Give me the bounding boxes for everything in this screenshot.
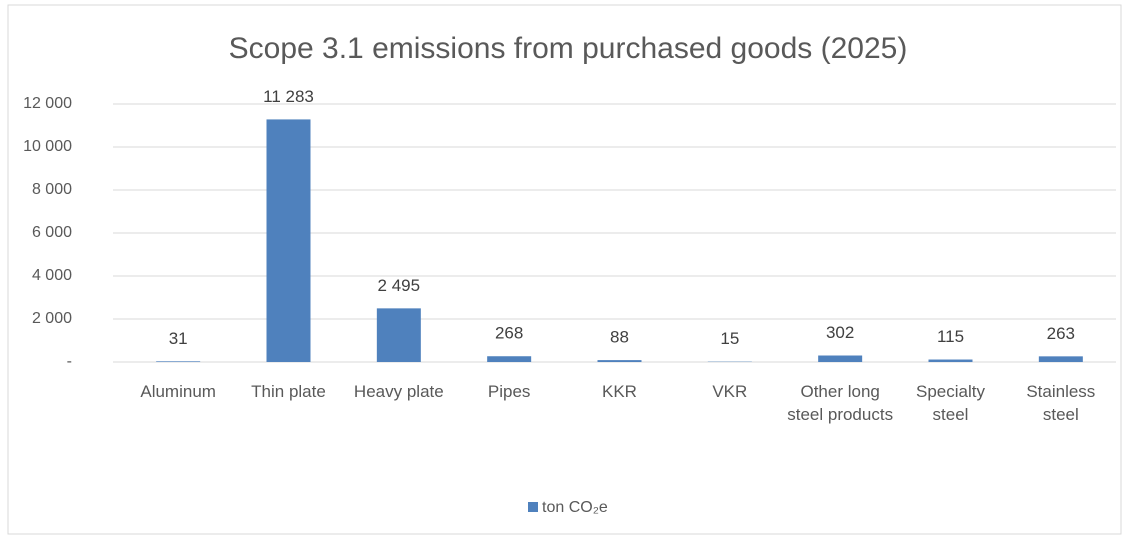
y-tick-label: - [67, 353, 72, 370]
data-label: 115 [937, 327, 964, 346]
bar [156, 361, 201, 362]
x-tick-label: Stainless steel [1026, 382, 1096, 424]
y-tick-label: 6 000 [32, 224, 72, 241]
x-tick-label: Pipes [487, 382, 531, 401]
bar [266, 119, 311, 362]
data-label: 2 495 [378, 276, 421, 295]
x-tick-label: Thin plate [251, 382, 326, 401]
y-tick-label: 8 000 [32, 181, 72, 198]
data-label: 302 [826, 323, 854, 342]
x-tick-label: Specialty steel [916, 382, 985, 424]
x-tick-label: Aluminum [140, 382, 216, 401]
y-tick-label: 12 000 [23, 95, 72, 112]
y-tick-label: 10 000 [23, 138, 72, 155]
data-label: 88 [610, 328, 629, 347]
data-label: 15 [720, 329, 739, 348]
chart-title: Scope 3.1 emissions from purchased goods… [229, 32, 908, 65]
data-label: 31 [169, 329, 188, 348]
x-tick-label: KKR [602, 382, 637, 401]
chart-border [7, 4, 1122, 535]
bar [487, 356, 532, 362]
bar [597, 360, 642, 362]
data-label: 268 [495, 324, 523, 343]
data-label: 263 [1047, 324, 1075, 343]
bar [1038, 356, 1083, 362]
y-tick-label: 2 000 [32, 310, 72, 327]
x-tick-label: VKR [712, 382, 748, 401]
data-label: 11 283 [263, 87, 314, 106]
y-tick-label: 4 000 [32, 267, 72, 284]
legend-swatch [528, 502, 538, 512]
x-tick-label: Heavy plate [353, 382, 444, 401]
bar [376, 308, 421, 362]
bar [818, 355, 863, 362]
bar [928, 359, 973, 362]
legend-label: ton CO₂e [542, 499, 608, 516]
x-tick-label: Other long steel products [787, 382, 894, 424]
